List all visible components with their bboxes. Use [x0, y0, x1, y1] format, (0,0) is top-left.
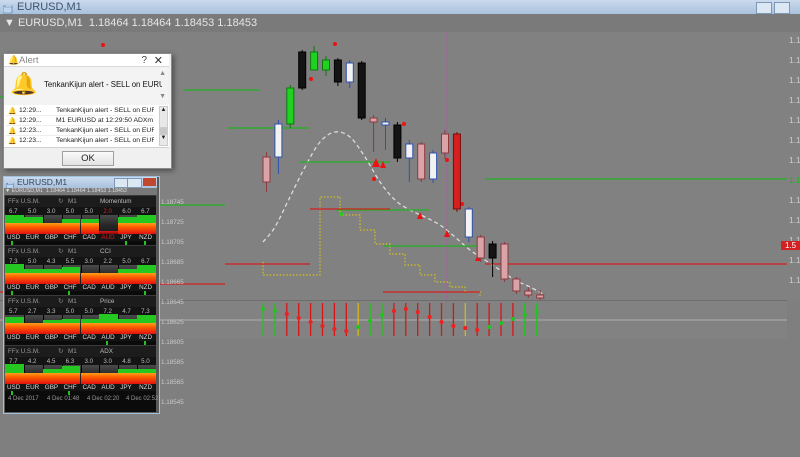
- svg-text:1.18505: 1.18505: [789, 275, 800, 285]
- svg-text:1.18545: 1.18545: [789, 255, 800, 265]
- svg-text:1.18705: 1.18705: [789, 175, 800, 185]
- svg-text:1.18865: 1.18865: [789, 75, 800, 85]
- svg-text:1.18625: 1.18625: [789, 215, 800, 225]
- svg-text:1.18905: 1.18905: [789, 55, 800, 65]
- svg-text:1.18945: 1.18945: [789, 35, 800, 45]
- svg-text:1.18825: 1.18825: [789, 95, 800, 105]
- svg-text:1.18665: 1.18665: [789, 195, 800, 205]
- svg-text:1.18825: 1.18825: [789, 115, 800, 125]
- svg-text:1.18785: 1.18785: [789, 135, 800, 145]
- svg-text:1.18745: 1.18745: [789, 155, 800, 165]
